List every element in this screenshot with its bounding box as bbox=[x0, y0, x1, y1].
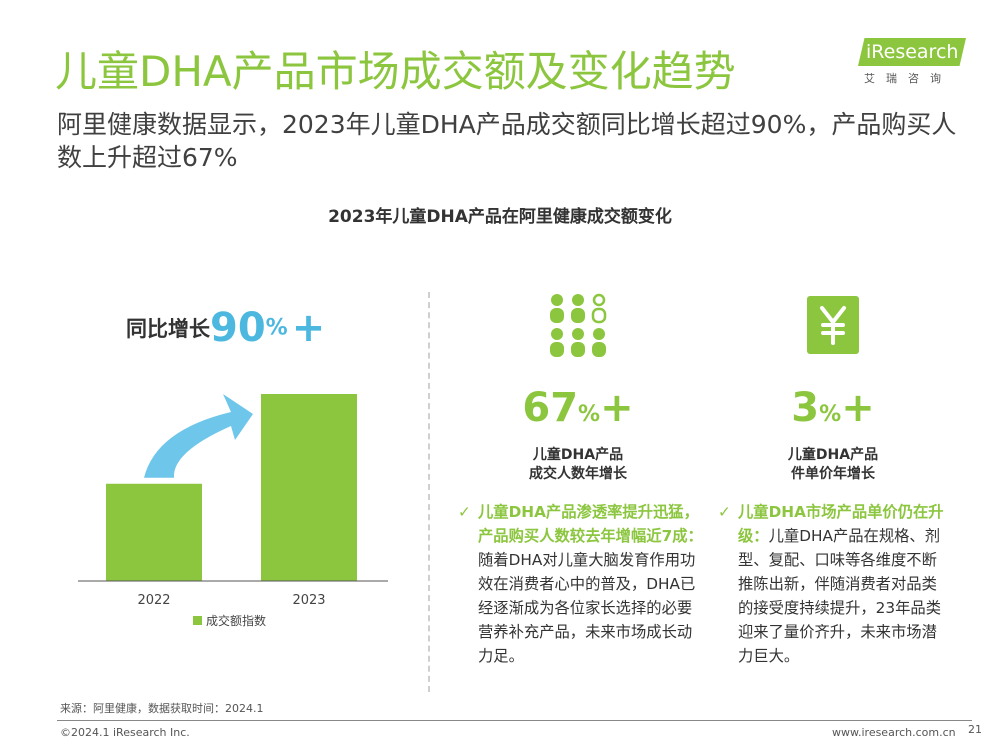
checkmark-icon: ✓ bbox=[458, 503, 471, 521]
footer-divider bbox=[57, 720, 972, 721]
yoy-growth-unit: % bbox=[265, 315, 288, 341]
stat-price-unit: % bbox=[819, 402, 842, 427]
stat-price-label-line1: 儿童DHA产品 bbox=[787, 447, 879, 463]
yoy-growth-annotation: 同比增长90% + bbox=[126, 305, 325, 351]
page-subtitle: 阿里健康数据显示，2023年儿童DHA产品成交额同比增长超过90%，产品购买人数… bbox=[57, 110, 957, 172]
growth-arrow bbox=[144, 394, 253, 478]
bar-chart: 2022 2023 成交额指数 bbox=[78, 394, 388, 628]
x-tick-label-2022: 2022 bbox=[137, 593, 170, 608]
yoy-growth-suffix: + bbox=[291, 305, 326, 351]
yoy-growth-value: 90 bbox=[210, 305, 266, 351]
stat-buyers-value-row: 67%+ bbox=[488, 385, 668, 438]
legend-label: 成交额指数 bbox=[206, 613, 266, 628]
iresearch-logo: iResearch 艾瑞咨询 bbox=[858, 32, 973, 90]
bullet-penetration-text: 随着DHA对儿童大脑发育作用功效在消费者心中的普及，DHA已经逐渐成为各位家长选… bbox=[478, 551, 696, 665]
bullet-unit-price-text: 儿童DHA产品在规格、剂型、复配、口味等各维度不断推陈出新，伴随消费者对品类的接… bbox=[738, 527, 942, 665]
logo-chinese-text: 艾瑞咨询 bbox=[864, 72, 952, 85]
stat-buyers-label-line2: 成交人数年增长 bbox=[529, 466, 627, 482]
page-title: 儿童DHA产品市场成交额及变化趋势 bbox=[55, 47, 736, 96]
stat-price-value: 3 bbox=[791, 385, 820, 431]
yuan-icon bbox=[807, 296, 859, 354]
website-link[interactable]: www.iresearch.com.cn bbox=[832, 726, 956, 739]
stat-price-label: 儿童DHA产品 件单价年增长 bbox=[743, 446, 923, 484]
people-icon bbox=[550, 293, 607, 357]
stat-buyers-value: 67 bbox=[522, 385, 579, 431]
bar-2023 bbox=[261, 394, 357, 581]
chart-title: 2023年儿童DHA产品在阿里健康成交额变化 bbox=[328, 207, 672, 227]
bullet-penetration-highlight: 儿童DHA产品渗透率提升迅猛，产品购买人数较去年增幅近7成： bbox=[478, 503, 703, 545]
page-number: 21 bbox=[968, 723, 982, 736]
legend-swatch bbox=[193, 616, 202, 625]
logo-text: iResearch bbox=[866, 41, 959, 63]
section-divider bbox=[428, 292, 430, 692]
bullet-penetration: ✓ 儿童DHA产品渗透率提升迅猛，产品购买人数较去年增幅近7成： 随着DHA对儿童… bbox=[458, 500, 703, 668]
stat-price-value-row: 3%+ bbox=[743, 385, 923, 438]
x-tick-label-2023: 2023 bbox=[292, 593, 325, 608]
stat-buyers-suffix: + bbox=[600, 385, 634, 431]
stat-buyers-unit: % bbox=[578, 402, 601, 427]
bar-2022 bbox=[106, 483, 202, 581]
stat-price-label-line2: 件单价年增长 bbox=[791, 466, 875, 482]
bullet-unit-price: ✓ 儿童DHA市场产品单价仍在升级：儿童DHA产品在规格、剂型、复配、口味等各维… bbox=[718, 500, 948, 668]
checkmark-icon: ✓ bbox=[718, 503, 731, 521]
stat-buyers-growth: 67%+ 儿童DHA产品 成交人数年增长 bbox=[488, 293, 668, 484]
stat-buyers-label: 儿童DHA产品 成交人数年增长 bbox=[488, 446, 668, 484]
copyright: ©2024.1 iResearch Inc. bbox=[60, 726, 190, 739]
stat-price-growth: 3%+ 儿童DHA产品 件单价年增长 bbox=[743, 293, 923, 484]
bullet-unit-price-highlight: 儿童DHA市场产品单价仍在升级： bbox=[738, 503, 944, 545]
stat-buyers-label-line1: 儿童DHA产品 bbox=[532, 447, 624, 463]
yoy-growth-label: 同比增长 bbox=[126, 317, 210, 341]
source-note: 来源：阿里健康，数据获取时间：2024.1 bbox=[60, 702, 264, 715]
stat-price-suffix: + bbox=[841, 385, 875, 431]
